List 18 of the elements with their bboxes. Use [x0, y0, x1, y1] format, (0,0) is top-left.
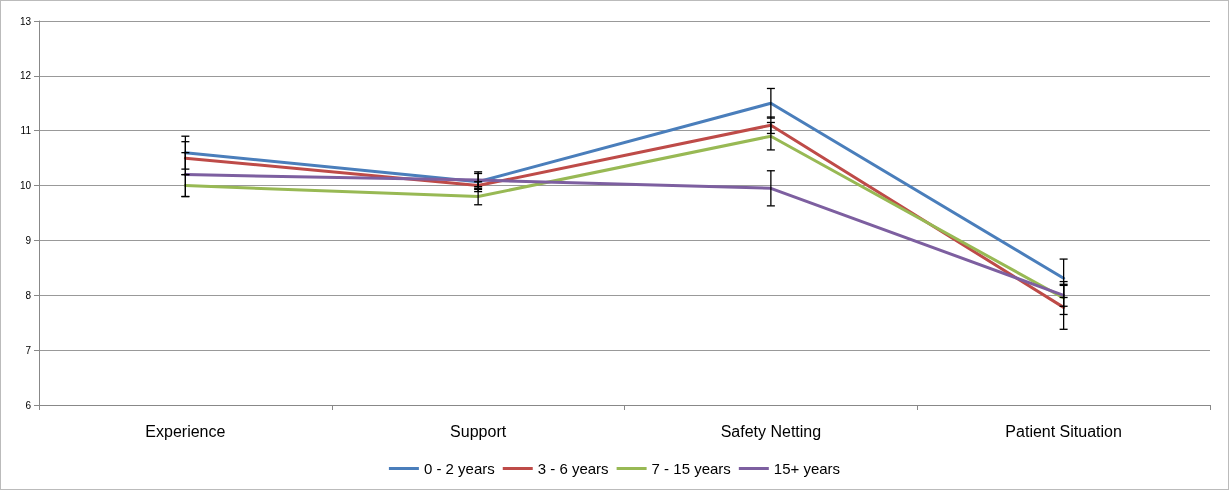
legend-label: 0 - 2 years — [423, 460, 495, 477]
legend-label: 15+ years — [773, 460, 841, 477]
y-tick-label: 6 — [25, 399, 32, 411]
x-tick-label: Support — [450, 422, 507, 440]
line-series — [183, 173, 1066, 297]
legend-label: 3 - 6 years — [537, 460, 609, 477]
x-tick-label: Safety Netting — [720, 422, 822, 440]
y-tick-label: 12 — [19, 70, 32, 82]
y-tick-label: 11 — [20, 125, 32, 137]
y-tick-label: 13 — [19, 15, 32, 27]
y-tick-label: 8 — [25, 289, 32, 301]
y-tick-label: 10 — [19, 180, 32, 192]
x-tick-label: Patient Situation — [1005, 422, 1122, 440]
legend-label: 7 - 15 years — [651, 460, 731, 477]
x-tick-label: Experience — [145, 422, 226, 440]
y-tick-label: 7 — [25, 344, 32, 356]
line-series — [183, 101, 1066, 280]
y-tick-label: 9 — [25, 234, 32, 246]
